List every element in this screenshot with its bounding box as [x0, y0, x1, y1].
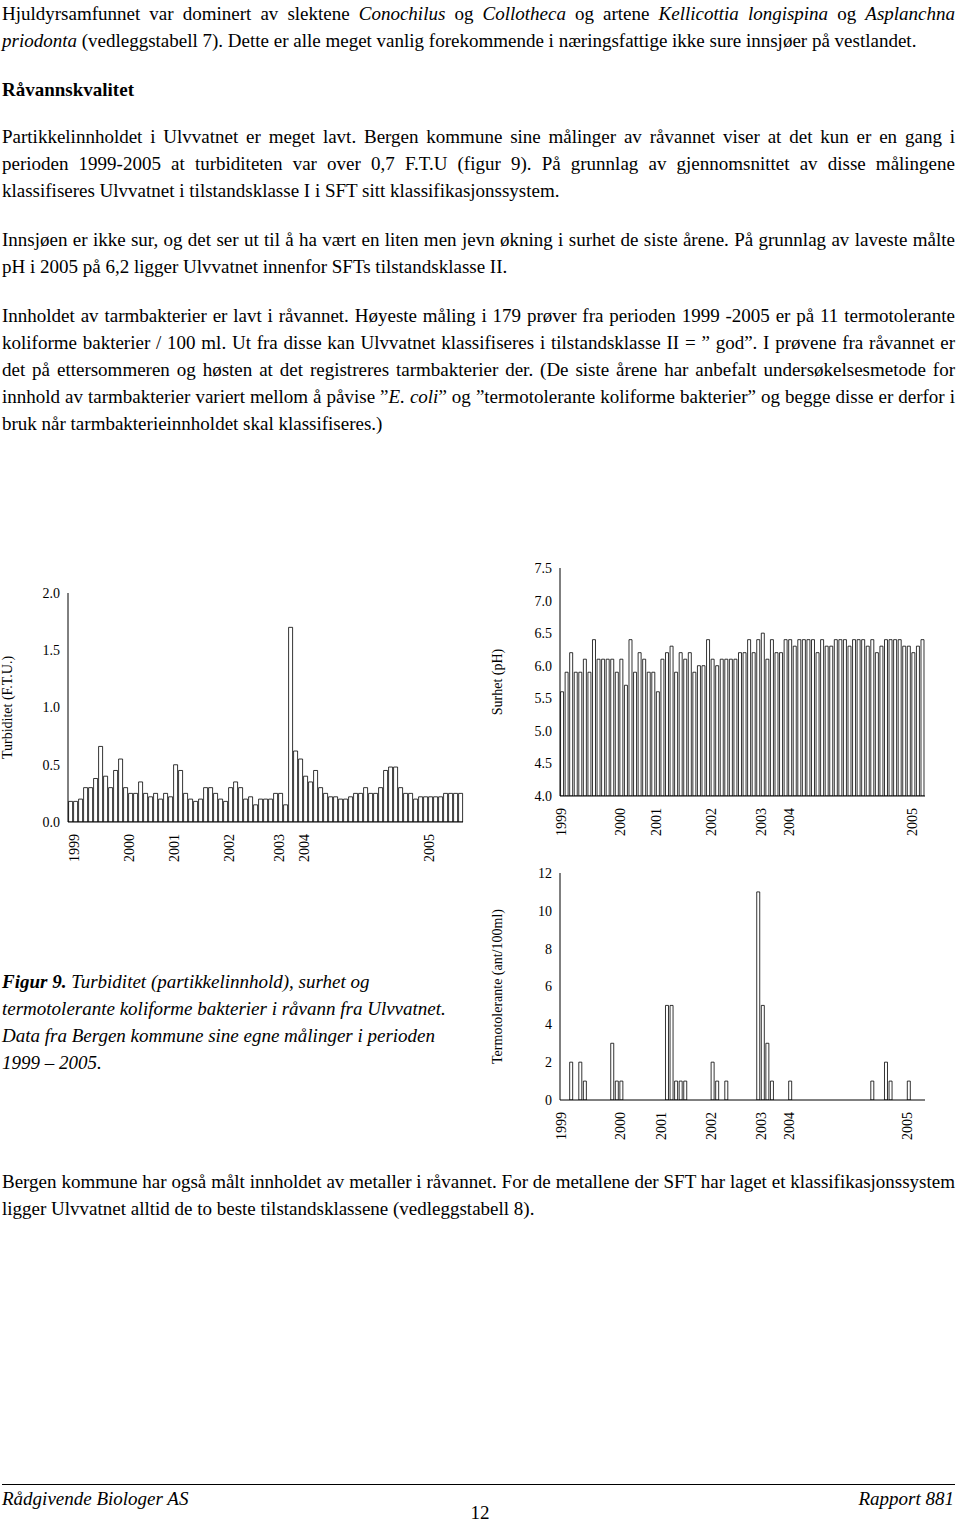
svg-text:6.0: 6.0 [535, 659, 553, 674]
svg-text:2000: 2000 [122, 834, 137, 862]
svg-text:2: 2 [545, 1055, 552, 1070]
svg-text:2000: 2000 [613, 1112, 628, 1140]
svg-text:2004: 2004 [782, 808, 797, 836]
svg-text:1.5: 1.5 [43, 643, 61, 658]
html-text:12: 12 [470, 1502, 490, 1523]
svg-text:1999: 1999 [67, 834, 82, 862]
svg-text:7.5: 7.5 [535, 561, 553, 576]
svg-text:2005: 2005 [905, 808, 920, 836]
html-text:Bergen kommune har også målt i: Bergen kommune har også målt innholdet a… [2, 1171, 955, 1219]
svg-text:2003: 2003 [754, 1112, 769, 1140]
svg-text:Surhet (pH): Surhet (pH) [490, 648, 506, 715]
svg-text:4.0: 4.0 [535, 789, 553, 804]
svg-text:7.0: 7.0 [535, 594, 553, 609]
html-text:Innsjøen er ikke sur, og det s: Innsjøen er ikke sur, og det ser ut til … [2, 229, 955, 277]
svg-text:2001: 2001 [167, 834, 182, 862]
svg-text:2005: 2005 [422, 834, 437, 862]
svg-text:1.0: 1.0 [43, 700, 61, 715]
svg-text:4.5: 4.5 [535, 756, 553, 771]
svg-text:4: 4 [545, 1017, 552, 1032]
html-text:Innholdet av tarmbakterier er: Innholdet av tarmbakterier er lavt i råv… [2, 305, 955, 434]
svg-text:1999: 1999 [554, 808, 569, 836]
svg-text:2005: 2005 [900, 1112, 915, 1140]
svg-text:2002: 2002 [222, 834, 237, 862]
svg-text:5.0: 5.0 [535, 724, 553, 739]
html-text:Partikkelinnholdet i Ulvvatnet: Partikkelinnholdet i Ulvvatnet er meget … [2, 126, 955, 201]
svg-text:6.5: 6.5 [535, 626, 553, 641]
svg-text:1999: 1999 [554, 1112, 569, 1140]
html-text:Rådgivende Biologer AS: Rådgivende Biologer AS [2, 1488, 189, 1509]
svg-text:2002: 2002 [704, 1112, 719, 1140]
svg-text:0.0: 0.0 [43, 815, 61, 830]
svg-text:Termotolerante (ant/100ml): Termotolerante (ant/100ml) [490, 909, 506, 1064]
svg-text:8: 8 [545, 942, 552, 957]
svg-text:6: 6 [545, 979, 552, 994]
svg-text:2003: 2003 [272, 834, 287, 862]
html-text:Figur 9. Turbiditet (partikkel: Figur 9. Turbiditet (partikkelinnhold), … [2, 971, 446, 1073]
svg-text:2003: 2003 [754, 808, 769, 836]
svg-text:10: 10 [538, 904, 552, 919]
html-text:Rapport 881: Rapport 881 [858, 1488, 954, 1509]
html-text:Hjuldyrsamfunnet var dominert: Hjuldyrsamfunnet var dominert av slekten… [2, 3, 955, 51]
svg-text:2001: 2001 [649, 808, 664, 836]
svg-text:2002: 2002 [704, 808, 719, 836]
svg-text:0: 0 [545, 1093, 552, 1108]
html-text:Råvannskvalitet: Råvannskvalitet [2, 79, 134, 100]
svg-text:5.5: 5.5 [535, 691, 553, 706]
svg-text:Turbiditet (F.T.U.): Turbiditet (F.T.U.) [8, 656, 16, 759]
svg-text:2004: 2004 [297, 834, 312, 862]
svg-text:2.0: 2.0 [43, 586, 61, 601]
svg-text:12: 12 [538, 866, 552, 881]
svg-text:2000: 2000 [613, 808, 628, 836]
svg-text:2001: 2001 [654, 1112, 669, 1140]
svg-text:0.5: 0.5 [43, 758, 61, 773]
svg-text:2004: 2004 [782, 1112, 797, 1140]
